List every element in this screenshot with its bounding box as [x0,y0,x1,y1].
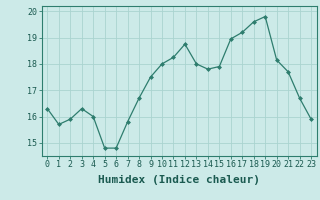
X-axis label: Humidex (Indice chaleur): Humidex (Indice chaleur) [98,175,260,185]
